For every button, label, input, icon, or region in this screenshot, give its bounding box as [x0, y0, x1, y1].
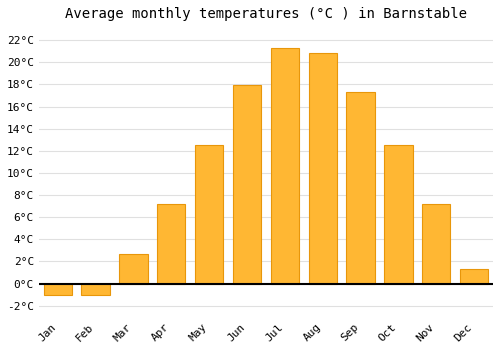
Bar	[157, 204, 186, 284]
Bar	[346, 92, 375, 284]
Bar	[195, 145, 224, 284]
Bar	[422, 204, 450, 284]
Bar	[82, 284, 110, 295]
Bar	[233, 85, 261, 284]
Bar	[119, 254, 148, 284]
Bar	[460, 269, 488, 284]
Bar	[270, 48, 299, 284]
Title: Average monthly temperatures (°C ) in Barnstable: Average monthly temperatures (°C ) in Ba…	[65, 7, 467, 21]
Bar	[44, 284, 72, 295]
Bar	[384, 145, 412, 284]
Bar	[308, 54, 337, 284]
